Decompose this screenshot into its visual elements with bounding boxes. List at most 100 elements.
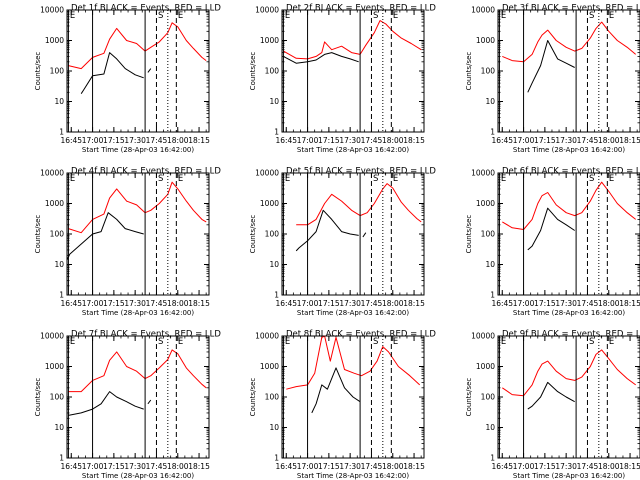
x-tick-label: 17:00: [513, 136, 535, 145]
time-marker-label: E: [70, 174, 75, 184]
time-marker-label: E: [609, 337, 614, 347]
series-line: [527, 207, 575, 251]
time-marker-label: E: [285, 11, 290, 21]
y-axis-label: Counts/sec: [465, 52, 473, 91]
x-tick-label: 16:45: [60, 462, 82, 471]
time-marker-label: E: [609, 174, 614, 184]
time-marker-label: E: [609, 11, 614, 21]
y-tick-label: 10000: [471, 6, 495, 15]
x-axis-label: Start Time (28-Apr-03 16:42:00): [297, 472, 409, 480]
x-tick-label: 16:45: [60, 136, 82, 145]
panel-title: Det 3f BLACK = Events, RED = LLD: [502, 4, 640, 14]
x-tick-label: 17:30: [124, 136, 146, 145]
x-tick-label: 16:45: [275, 462, 297, 471]
x-tick-label: 17:15: [103, 462, 125, 471]
x-tick-label: 17:00: [513, 462, 535, 471]
time-marker-label: E: [178, 337, 183, 347]
y-axis-label: Counts/sec: [465, 378, 473, 417]
plot-frame: [497, 9, 640, 133]
x-tick-label: 17:30: [555, 299, 577, 308]
x-tick-label: 17:45: [577, 136, 599, 145]
panel-title: Det 5f BLACK = Events, RED = LLD: [286, 167, 436, 177]
x-tick-label: 16:45: [491, 136, 513, 145]
x-axis-label: Start Time (28-Apr-03 16:42:00): [297, 146, 409, 154]
y-tick-label: 1: [274, 291, 279, 300]
detector-panel: 1 10 100 1000 10000 16:45 17:00 17:15 17:30 17:45…: [34, 330, 221, 480]
series-line: [283, 52, 359, 64]
x-tick-label: 18:00: [167, 299, 189, 308]
y-tick-label: 1: [59, 128, 64, 137]
time-marker-label: S: [373, 174, 378, 184]
y-tick-label: 1: [490, 454, 495, 463]
plot-frame: [66, 9, 210, 133]
series-line: [527, 40, 575, 93]
time-marker-label: S: [589, 11, 594, 21]
y-tick-label: 10000: [40, 332, 64, 341]
x-tick-label: 17:30: [555, 462, 577, 471]
y-tick-label: 10: [54, 260, 64, 269]
x-tick-label: 17:30: [124, 299, 146, 308]
x-tick-label: 18:15: [403, 462, 425, 471]
x-tick-label: 18:00: [167, 462, 189, 471]
time-marker-label: S: [589, 174, 594, 184]
series-line: [68, 22, 207, 70]
series-line: [286, 335, 421, 390]
y-tick-label: 100: [50, 393, 65, 402]
y-tick-label: 10000: [255, 332, 279, 341]
x-axis-label: Start Time (28-Apr-03 16:42:00): [513, 309, 625, 317]
y-tick-label: 1: [274, 128, 279, 137]
time-marker-label: E: [285, 174, 290, 184]
plot-frame: [281, 9, 425, 133]
y-axis-label: Counts/sec: [34, 215, 42, 254]
y-tick-label: 1: [59, 454, 64, 463]
time-marker-label: E: [178, 11, 183, 21]
y-tick-label: 10000: [255, 169, 279, 178]
x-tick-label: 16:45: [491, 462, 513, 471]
x-tick-label: 18:00: [382, 136, 404, 145]
x-tick-label: 17:45: [361, 299, 383, 308]
panel-title: Det 2f BLACK = Events, RED = LLD: [286, 4, 436, 14]
x-tick-label: 17:15: [103, 136, 125, 145]
y-tick-label: 1: [59, 291, 64, 300]
y-tick-label: 100: [265, 393, 280, 402]
x-axis-label: Start Time (28-Apr-03 16:42:00): [82, 146, 194, 154]
x-tick-label: 17:00: [297, 299, 319, 308]
y-tick-label: 10: [269, 260, 279, 269]
x-tick-label: 18:00: [598, 462, 620, 471]
x-axis-label: Start Time (28-Apr-03 16:42:00): [82, 472, 194, 480]
y-axis-label: Counts/sec: [249, 52, 257, 91]
y-tick-label: 1000: [476, 362, 495, 371]
x-axis-label: Start Time (28-Apr-03 16:42:00): [513, 472, 625, 480]
y-tick-label: 10000: [471, 169, 495, 178]
x-tick-label: 17:15: [318, 136, 340, 145]
plot-frame: [497, 335, 640, 459]
y-axis-label: Counts/sec: [465, 215, 473, 254]
x-tick-label: 17:15: [318, 299, 340, 308]
plot-frame: [497, 172, 640, 296]
y-tick-label: 10: [269, 97, 279, 106]
panel-title: Det 9f BLACK = Events, RED = LLD: [502, 330, 640, 340]
series-line: [68, 349, 207, 393]
y-tick-label: 1: [490, 291, 495, 300]
x-tick-label: 18:15: [188, 299, 210, 308]
time-marker-label: E: [70, 11, 75, 21]
y-tick-label: 100: [265, 230, 280, 239]
x-tick-label: 17:00: [82, 462, 104, 471]
x-tick-label: 17:45: [577, 462, 599, 471]
x-tick-label: 17:15: [103, 299, 125, 308]
time-marker-label: S: [373, 337, 378, 347]
x-tick-label: 18:00: [598, 136, 620, 145]
series-line: [295, 209, 359, 252]
series-line: [502, 181, 637, 230]
series-line: [66, 212, 144, 261]
y-tick-label: 1: [490, 128, 495, 137]
y-tick-label: 100: [481, 230, 496, 239]
y-tick-label: 100: [50, 230, 65, 239]
series-line: [147, 399, 152, 405]
time-marker-label: E: [178, 174, 183, 184]
detector-panel: 1 10 100 1000 10000 16:45 17:00 17:15 17:30 17:45…: [249, 4, 436, 155]
x-axis-label: Start Time (28-Apr-03 16:42:00): [513, 146, 625, 154]
panel-title: Det 8f BLACK = Events, RED = LLD: [286, 330, 436, 340]
detector-panel: 1 10 100 1000 10000 16:45 17:00 17:15 17:30 17:45…: [465, 330, 640, 480]
